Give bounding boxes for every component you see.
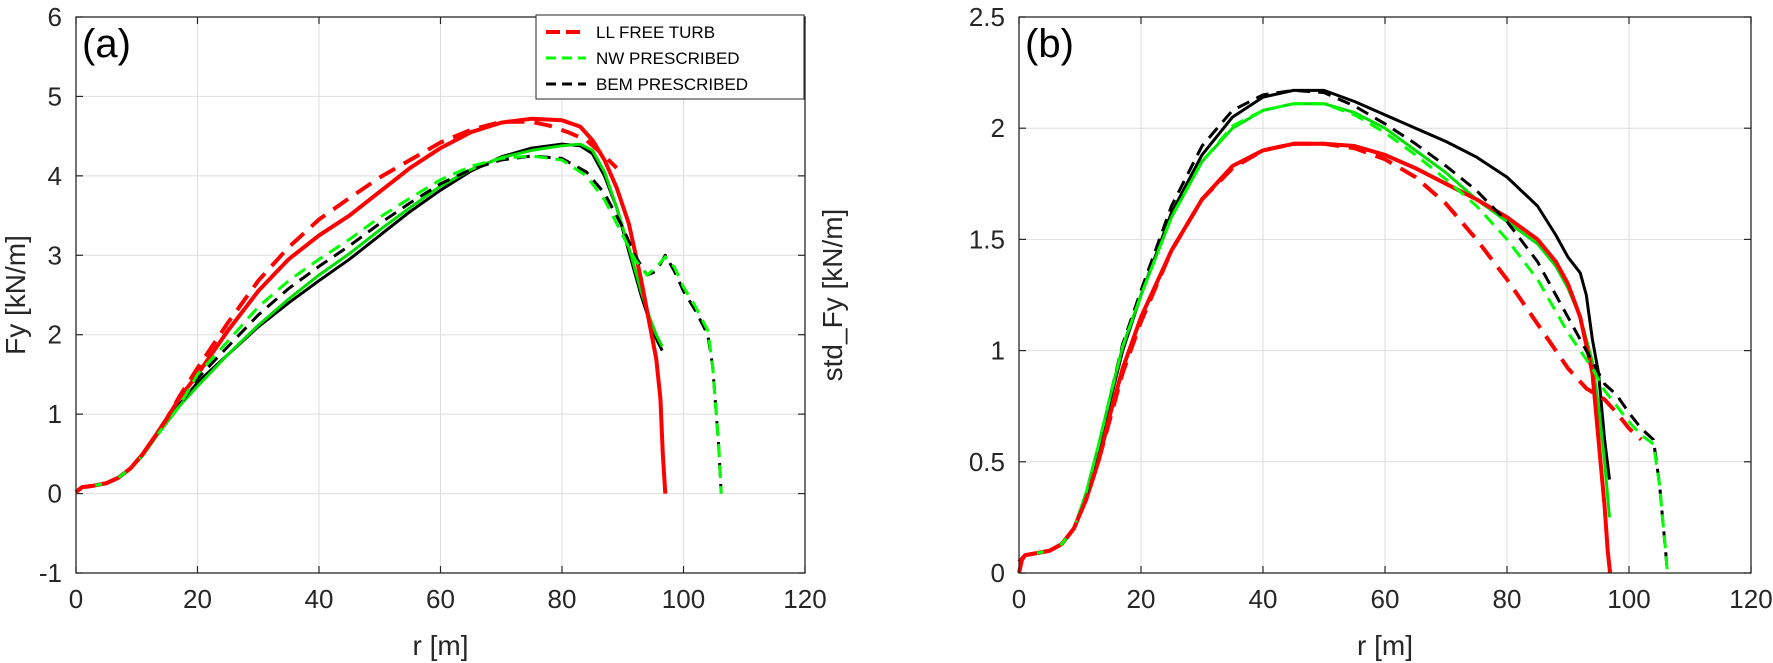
series-line-nw-dashed — [75, 154, 723, 494]
y-tick-label: 5 — [48, 81, 62, 111]
x-tick-label: 60 — [426, 584, 455, 614]
x-tick-label: 20 — [183, 584, 212, 614]
y-tick-label: 3 — [48, 240, 62, 270]
panel-label: (b) — [1025, 22, 1074, 66]
series-line-bem-dashed — [75, 154, 723, 494]
x-tick-label: 120 — [1729, 584, 1772, 614]
y-tick-label: 6 — [48, 2, 62, 32]
y-axis-label: Fy [kN/m] — [0, 235, 31, 355]
y-tick-label: 1 — [991, 336, 1005, 366]
x-tick-label: 0 — [69, 584, 83, 614]
x-axis-label: r [m] — [1357, 630, 1413, 661]
y-tick-label: 2 — [991, 113, 1005, 143]
y-tick-label: 1.5 — [969, 224, 1005, 254]
panel-label: (a) — [82, 22, 131, 66]
legend-label: NW PRESCRIBED — [596, 49, 740, 68]
x-tick-label: 40 — [305, 584, 334, 614]
y-tick-label: 0 — [48, 479, 62, 509]
y-tick-label: -1 — [39, 558, 62, 588]
x-tick-label: 120 — [783, 584, 826, 614]
legend-label: BEM PRESCRIBED — [596, 75, 748, 94]
y-tick-label: 1 — [48, 399, 62, 429]
y-tick-label: 4 — [48, 161, 62, 191]
x-tick-label: 80 — [548, 584, 577, 614]
y-tick-label: 2 — [48, 320, 62, 350]
axes-frame — [75, 16, 806, 574]
x-tick-label: 100 — [662, 584, 705, 614]
legend-label: LL FREE TURB — [596, 23, 715, 42]
x-tick-label: 60 — [1371, 584, 1400, 614]
series-line-ll-dashed — [74, 119, 619, 494]
chart-panel-b: 0 20 40 60 80 100 120 0 0.5 1 1.5 2 2.5 r [m] std_Fy [… — [817, 2, 1773, 661]
x-tick-label: 40 — [1249, 584, 1278, 614]
x-tick-label: 20 — [1127, 584, 1156, 614]
x-tick-label: 0 — [1012, 584, 1026, 614]
x-tick-label: 80 — [1493, 584, 1522, 614]
y-tick-label: 2.5 — [969, 2, 1005, 32]
y-tick-label: 0 — [991, 558, 1005, 588]
y-axis-label: std_Fy [kN/m] — [817, 209, 848, 382]
y-tick-label: 0.5 — [969, 447, 1005, 477]
x-tick-label: 100 — [1607, 584, 1650, 614]
axes-frame — [1018, 16, 1752, 574]
legend: LL FREE TURB NW PRESCRIBED BEM PRESCRIBED — [535, 14, 805, 100]
series-line-ll-dashed — [1017, 141, 1643, 564]
x-axis-label: r [m] — [413, 630, 469, 661]
